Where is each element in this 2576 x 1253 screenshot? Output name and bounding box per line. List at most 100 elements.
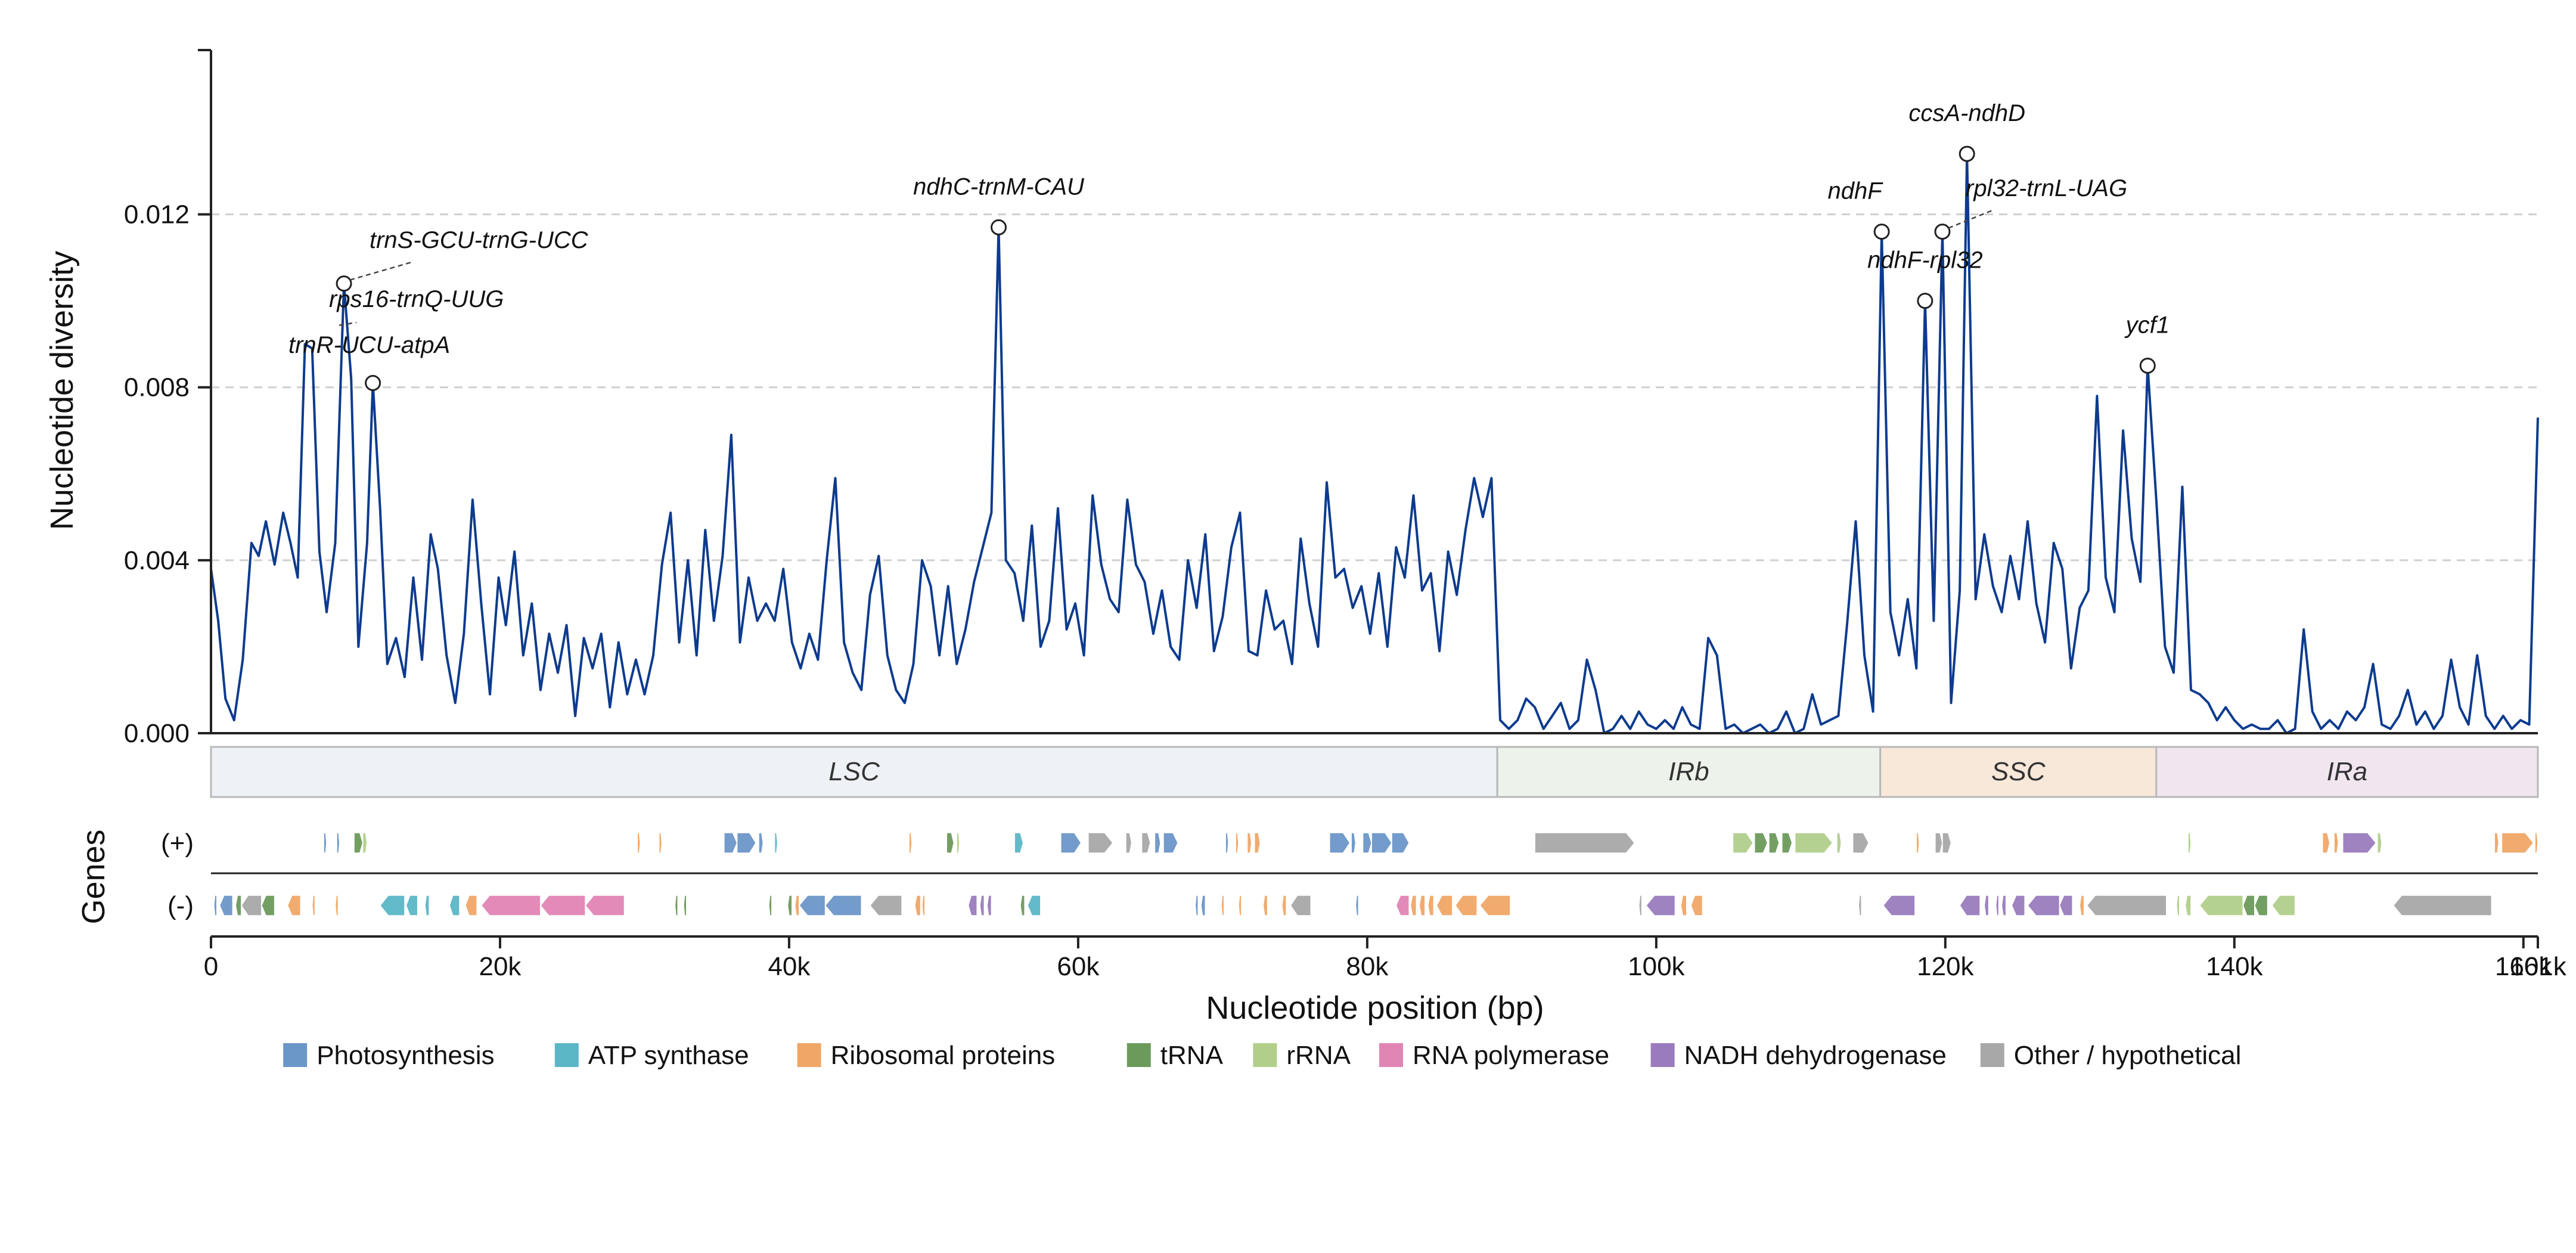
legend-swatch bbox=[1980, 1043, 2004, 1067]
gene-minus bbox=[1638, 895, 1643, 916]
gene-minus bbox=[1410, 895, 1417, 916]
region-bar: LSC IRb SSC IRa bbox=[210, 746, 2539, 798]
annotation-leader bbox=[1948, 209, 1994, 229]
annotation-leader bbox=[339, 321, 357, 326]
y-axis: 0.000 0.004 0.008 0.012 bbox=[124, 49, 2538, 748]
gene-minus bbox=[1858, 895, 1862, 916]
region-label: IRb bbox=[1668, 757, 1709, 786]
annotation-marker bbox=[1959, 145, 1975, 162]
annotation-marker bbox=[336, 275, 352, 292]
x-tick-label: 100k bbox=[1628, 952, 1685, 981]
legend-swatch bbox=[1253, 1043, 1277, 1067]
gene-minus bbox=[464, 895, 477, 916]
gene-minus bbox=[379, 895, 405, 916]
gene-minus bbox=[1454, 895, 1478, 916]
gene-plus bbox=[637, 832, 641, 854]
gene-plus bbox=[956, 832, 960, 854]
gene-plus bbox=[1782, 832, 1793, 854]
x-tick-label: 0 bbox=[204, 952, 218, 981]
x-tick-label: 40k bbox=[768, 952, 811, 981]
annotation-marker bbox=[2139, 357, 2156, 374]
gene-minus bbox=[1395, 895, 1410, 916]
gene-plus bbox=[1768, 832, 1780, 854]
gene-plus bbox=[1253, 832, 1261, 854]
gene-minus bbox=[1882, 895, 1916, 916]
gene-minus bbox=[1281, 895, 1287, 916]
region-label: IRa bbox=[2327, 757, 2367, 786]
gene-plus bbox=[2494, 832, 2500, 854]
gene-minus bbox=[986, 895, 992, 916]
gene-minus bbox=[2392, 895, 2493, 916]
x-tick-label: 160k bbox=[2495, 952, 2552, 981]
gene-minus bbox=[1995, 895, 2000, 916]
gene-plus bbox=[2187, 832, 2192, 854]
annotation-label: trnS-GCU-trnG-UCC bbox=[370, 227, 589, 253]
legend-label: Other / hypothetical bbox=[2014, 1041, 2242, 1070]
gene-plus bbox=[1371, 832, 1393, 854]
x-axis-title: Nucleotide position (bp) bbox=[1206, 990, 1544, 1026]
gene-plus bbox=[1935, 832, 1943, 854]
gene-minus bbox=[1262, 895, 1268, 916]
gene-plus bbox=[774, 832, 778, 854]
gene-plus bbox=[1125, 832, 1132, 854]
gene-minus bbox=[1680, 895, 1687, 916]
gene-minus bbox=[1221, 895, 1225, 916]
gene-plus bbox=[1391, 832, 1410, 854]
annotation-marker bbox=[1873, 224, 1890, 240]
gene-plus bbox=[2501, 832, 2534, 854]
legend-swatch bbox=[554, 1043, 579, 1067]
gene-minus bbox=[674, 895, 678, 916]
y-tick-label: 0.012 bbox=[124, 200, 190, 229]
annotation-marker bbox=[1917, 293, 1933, 309]
gene-minus bbox=[1355, 895, 1360, 916]
gene-plus bbox=[1088, 832, 1114, 854]
gene-plus bbox=[1852, 832, 1870, 854]
gene-plus bbox=[1163, 832, 1179, 854]
gene-minus bbox=[424, 895, 430, 916]
gene-plus bbox=[1753, 832, 1768, 854]
legend-label: RNA polymerase bbox=[1413, 1041, 1609, 1070]
annotation-label: ndhF bbox=[1828, 178, 1884, 204]
gene-minus bbox=[219, 895, 234, 916]
gene-minus bbox=[261, 895, 275, 916]
gene-minus bbox=[2176, 895, 2180, 916]
annotation-marker bbox=[365, 374, 381, 391]
gene-minus bbox=[1419, 895, 1426, 916]
strand-label: (-) bbox=[167, 891, 194, 920]
gene-track-title: Genes bbox=[76, 829, 111, 924]
legend-label: ATP synthase bbox=[588, 1041, 749, 1070]
annotation-label: trnR-UCU-atpA bbox=[288, 332, 450, 358]
gene-minus bbox=[2079, 895, 2085, 916]
diversity-line bbox=[210, 153, 2539, 734]
gene-minus bbox=[921, 895, 926, 916]
gene-minus bbox=[768, 895, 772, 916]
region-label: LSC bbox=[828, 757, 880, 786]
region-ira bbox=[2155, 746, 2539, 798]
gene-minus bbox=[287, 895, 302, 916]
legend-label: NADH dehydrogenase bbox=[1684, 1041, 1947, 1070]
annotation-label: ndhC-trnM-CAU bbox=[913, 173, 1085, 200]
gene-plus bbox=[1942, 832, 1952, 854]
gene-minus bbox=[2059, 895, 2073, 916]
gene-plus bbox=[2377, 832, 2382, 854]
gene-plus bbox=[1329, 832, 1351, 854]
gene-minus bbox=[585, 895, 625, 916]
gene-minus bbox=[2242, 895, 2255, 916]
annotation-marker bbox=[1934, 224, 1951, 240]
gene-minus bbox=[1200, 895, 1206, 916]
gene-minus bbox=[334, 895, 339, 916]
gene-minus bbox=[2184, 895, 2192, 916]
gene-minus bbox=[1984, 895, 1990, 916]
legend-label: rRNA bbox=[1286, 1041, 1351, 1070]
legend-swatch bbox=[1379, 1043, 1403, 1067]
y-tick-label: 0.000 bbox=[124, 719, 190, 748]
region-lsc bbox=[210, 746, 1498, 798]
gene-minus bbox=[869, 895, 902, 916]
gene-minus bbox=[2027, 895, 2060, 916]
gene-plus bbox=[908, 832, 913, 854]
gene-minus bbox=[1194, 895, 1199, 916]
gene-minus bbox=[683, 895, 687, 916]
gene-minus bbox=[2001, 895, 2007, 916]
